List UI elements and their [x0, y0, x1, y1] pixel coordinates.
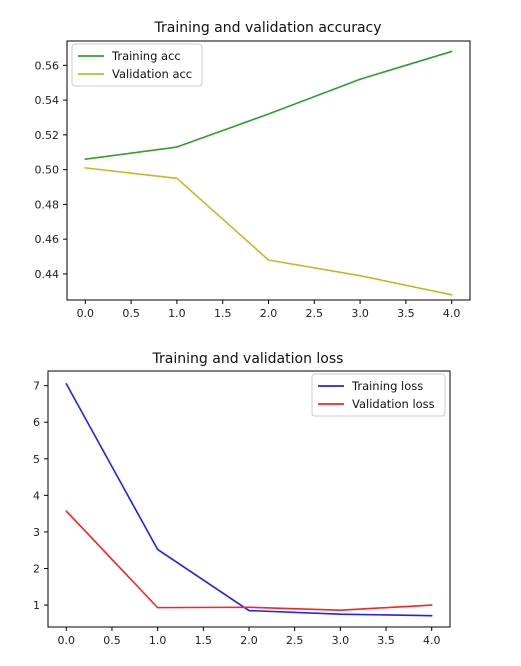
- series-line-training-acc: [84, 50, 453, 161]
- y-tick-label: 2: [33, 562, 40, 575]
- x-tick-label: 4.0: [443, 307, 461, 320]
- series-line-training-loss: [65, 382, 433, 617]
- legend: Training loss Validation loss: [311, 373, 446, 417]
- chart-title: Training and validation loss: [152, 351, 344, 367]
- x-tick-label: 2.0: [260, 307, 278, 320]
- x-tick-label: 0.5: [122, 307, 140, 320]
- series-layer: [84, 50, 453, 296]
- x-axis: 0.0 0.5 1.0 1.5 2.0 2.5 3.0 3.5 4.0: [58, 627, 441, 647]
- series-line-validation-acc: [84, 167, 453, 296]
- y-tick-label: 0.48: [35, 198, 60, 211]
- y-axis: 0.44 0.46 0.48 0.50 0.52 0.54 0.56: [35, 59, 67, 281]
- legend: Training acc Validation acc: [71, 43, 203, 87]
- x-tick-label: 1.5: [195, 634, 213, 647]
- x-tick-label: 0.0: [77, 307, 95, 320]
- series-layer: [65, 382, 433, 617]
- y-tick-label: 4: [33, 489, 40, 502]
- x-tick-label: 4.0: [423, 634, 441, 647]
- y-tick-label: 7: [33, 380, 40, 393]
- y-tick-label: 6: [33, 416, 40, 429]
- x-tick-label: 1.0: [168, 307, 186, 320]
- x-tick-label: 1.5: [214, 307, 232, 320]
- legend-label-training-acc: Training acc: [111, 49, 181, 63]
- y-tick-label: 0.52: [35, 129, 60, 142]
- y-tick-label: 0.56: [35, 59, 60, 72]
- x-axis: 0.0 0.5 1.0 1.5 2.0 2.5 3.0 3.5 4.0: [77, 300, 461, 320]
- legend-label-validation-loss: Validation loss: [352, 397, 435, 411]
- legend-label-validation-acc: Validation acc: [112, 67, 192, 81]
- legend-box: [311, 373, 446, 417]
- y-tick-label: 3: [33, 526, 40, 539]
- y-tick-label: 0.46: [35, 233, 60, 246]
- x-tick-label: 2.5: [306, 307, 324, 320]
- x-tick-label: 2.5: [286, 634, 304, 647]
- x-tick-label: 0.0: [58, 634, 76, 647]
- x-tick-label: 3.5: [377, 634, 395, 647]
- y-tick-label: 1: [33, 599, 40, 612]
- legend-box: [71, 43, 203, 87]
- x-tick-label: 1.0: [149, 634, 167, 647]
- series-line-validation-loss: [65, 510, 433, 611]
- y-tick-label: 0.50: [35, 164, 60, 177]
- accuracy-chart: Training and validation accuracy 0.0 0.5 1…: [35, 20, 471, 320]
- x-tick-label: 0.5: [103, 634, 121, 647]
- y-tick-label: 5: [33, 453, 40, 466]
- chart-title: Training and validation accuracy: [153, 20, 381, 36]
- y-tick-label: 0.44: [35, 268, 60, 281]
- legend-label-training-loss: Training loss: [351, 379, 423, 393]
- loss-chart: Training and validation loss 0.0 0.5 1.0 1.…: [33, 351, 451, 647]
- x-tick-label: 2.0: [240, 634, 258, 647]
- y-tick-label: 0.54: [35, 94, 60, 107]
- x-tick-label: 3.0: [351, 307, 369, 320]
- x-tick-label: 3.5: [397, 307, 415, 320]
- y-axis: 1 2 3 4 5 6 7: [33, 380, 48, 612]
- x-tick-label: 3.0: [332, 634, 350, 647]
